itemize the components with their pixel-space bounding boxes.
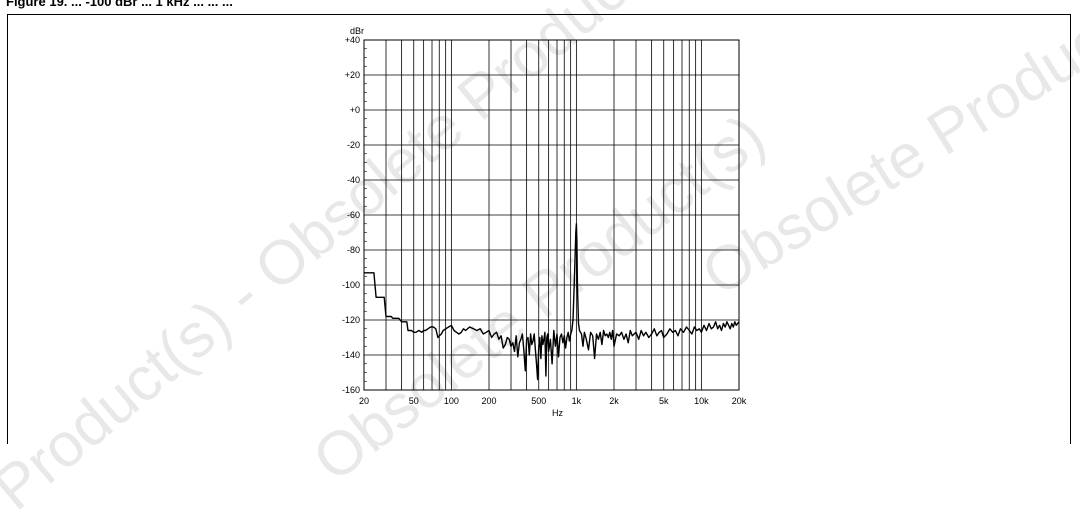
x-tick-labels: 20 50 100 200 500 1k 2k 5k 10k 20k <box>359 396 747 406</box>
figure-frame <box>7 14 1071 444</box>
y-tick-label: +40 <box>345 35 360 45</box>
y-tick-label: -120 <box>342 315 360 325</box>
y-tick-label: -140 <box>342 350 360 360</box>
y-tick-labels: +40 +20 +0 -20 -40 -60 -80 -100 -120 -140 -160 <box>342 35 360 395</box>
y-tick-label: +0 <box>350 105 360 115</box>
series-line <box>364 223 740 381</box>
x-tick-label: 1k <box>572 396 582 406</box>
x-axis-label: Hz <box>552 408 563 418</box>
x-tick-label: 500 <box>531 396 546 406</box>
plot-border <box>363 39 740 391</box>
y-tick-label: +20 <box>345 70 360 80</box>
y-tick-label: -160 <box>342 385 360 395</box>
series-group <box>364 223 740 381</box>
x-tick-label: 200 <box>481 396 496 406</box>
x-tick-label: 50 <box>409 396 419 406</box>
y-tick-label: -60 <box>347 210 360 220</box>
y-tick-label: -20 <box>347 140 360 150</box>
y-tick-label: -80 <box>347 245 360 255</box>
figure-caption-strip: Figure 19. ... -100 dBr ... 1 kHz ... ..… <box>0 0 1080 12</box>
y-tick-label: -100 <box>342 280 360 290</box>
x-tick-label: 100 <box>444 396 459 406</box>
x-tick-label: 2k <box>609 396 619 406</box>
x-tick-label: 20 <box>359 396 369 406</box>
x-tick-label: 5k <box>659 396 669 406</box>
figure-caption: Figure 19. ... -100 dBr ... 1 kHz ... ..… <box>6 0 233 9</box>
frequency-response-chart: +40 +20 +0 -20 -40 -60 -80 -100 -120 -140 -160 20 5… <box>342 26 747 418</box>
x-tick-label: 20k <box>732 396 747 406</box>
y-axis-label: dBr <box>350 26 364 36</box>
y-tick-label: -40 <box>347 175 360 185</box>
x-tick-label: 10k <box>694 396 709 406</box>
